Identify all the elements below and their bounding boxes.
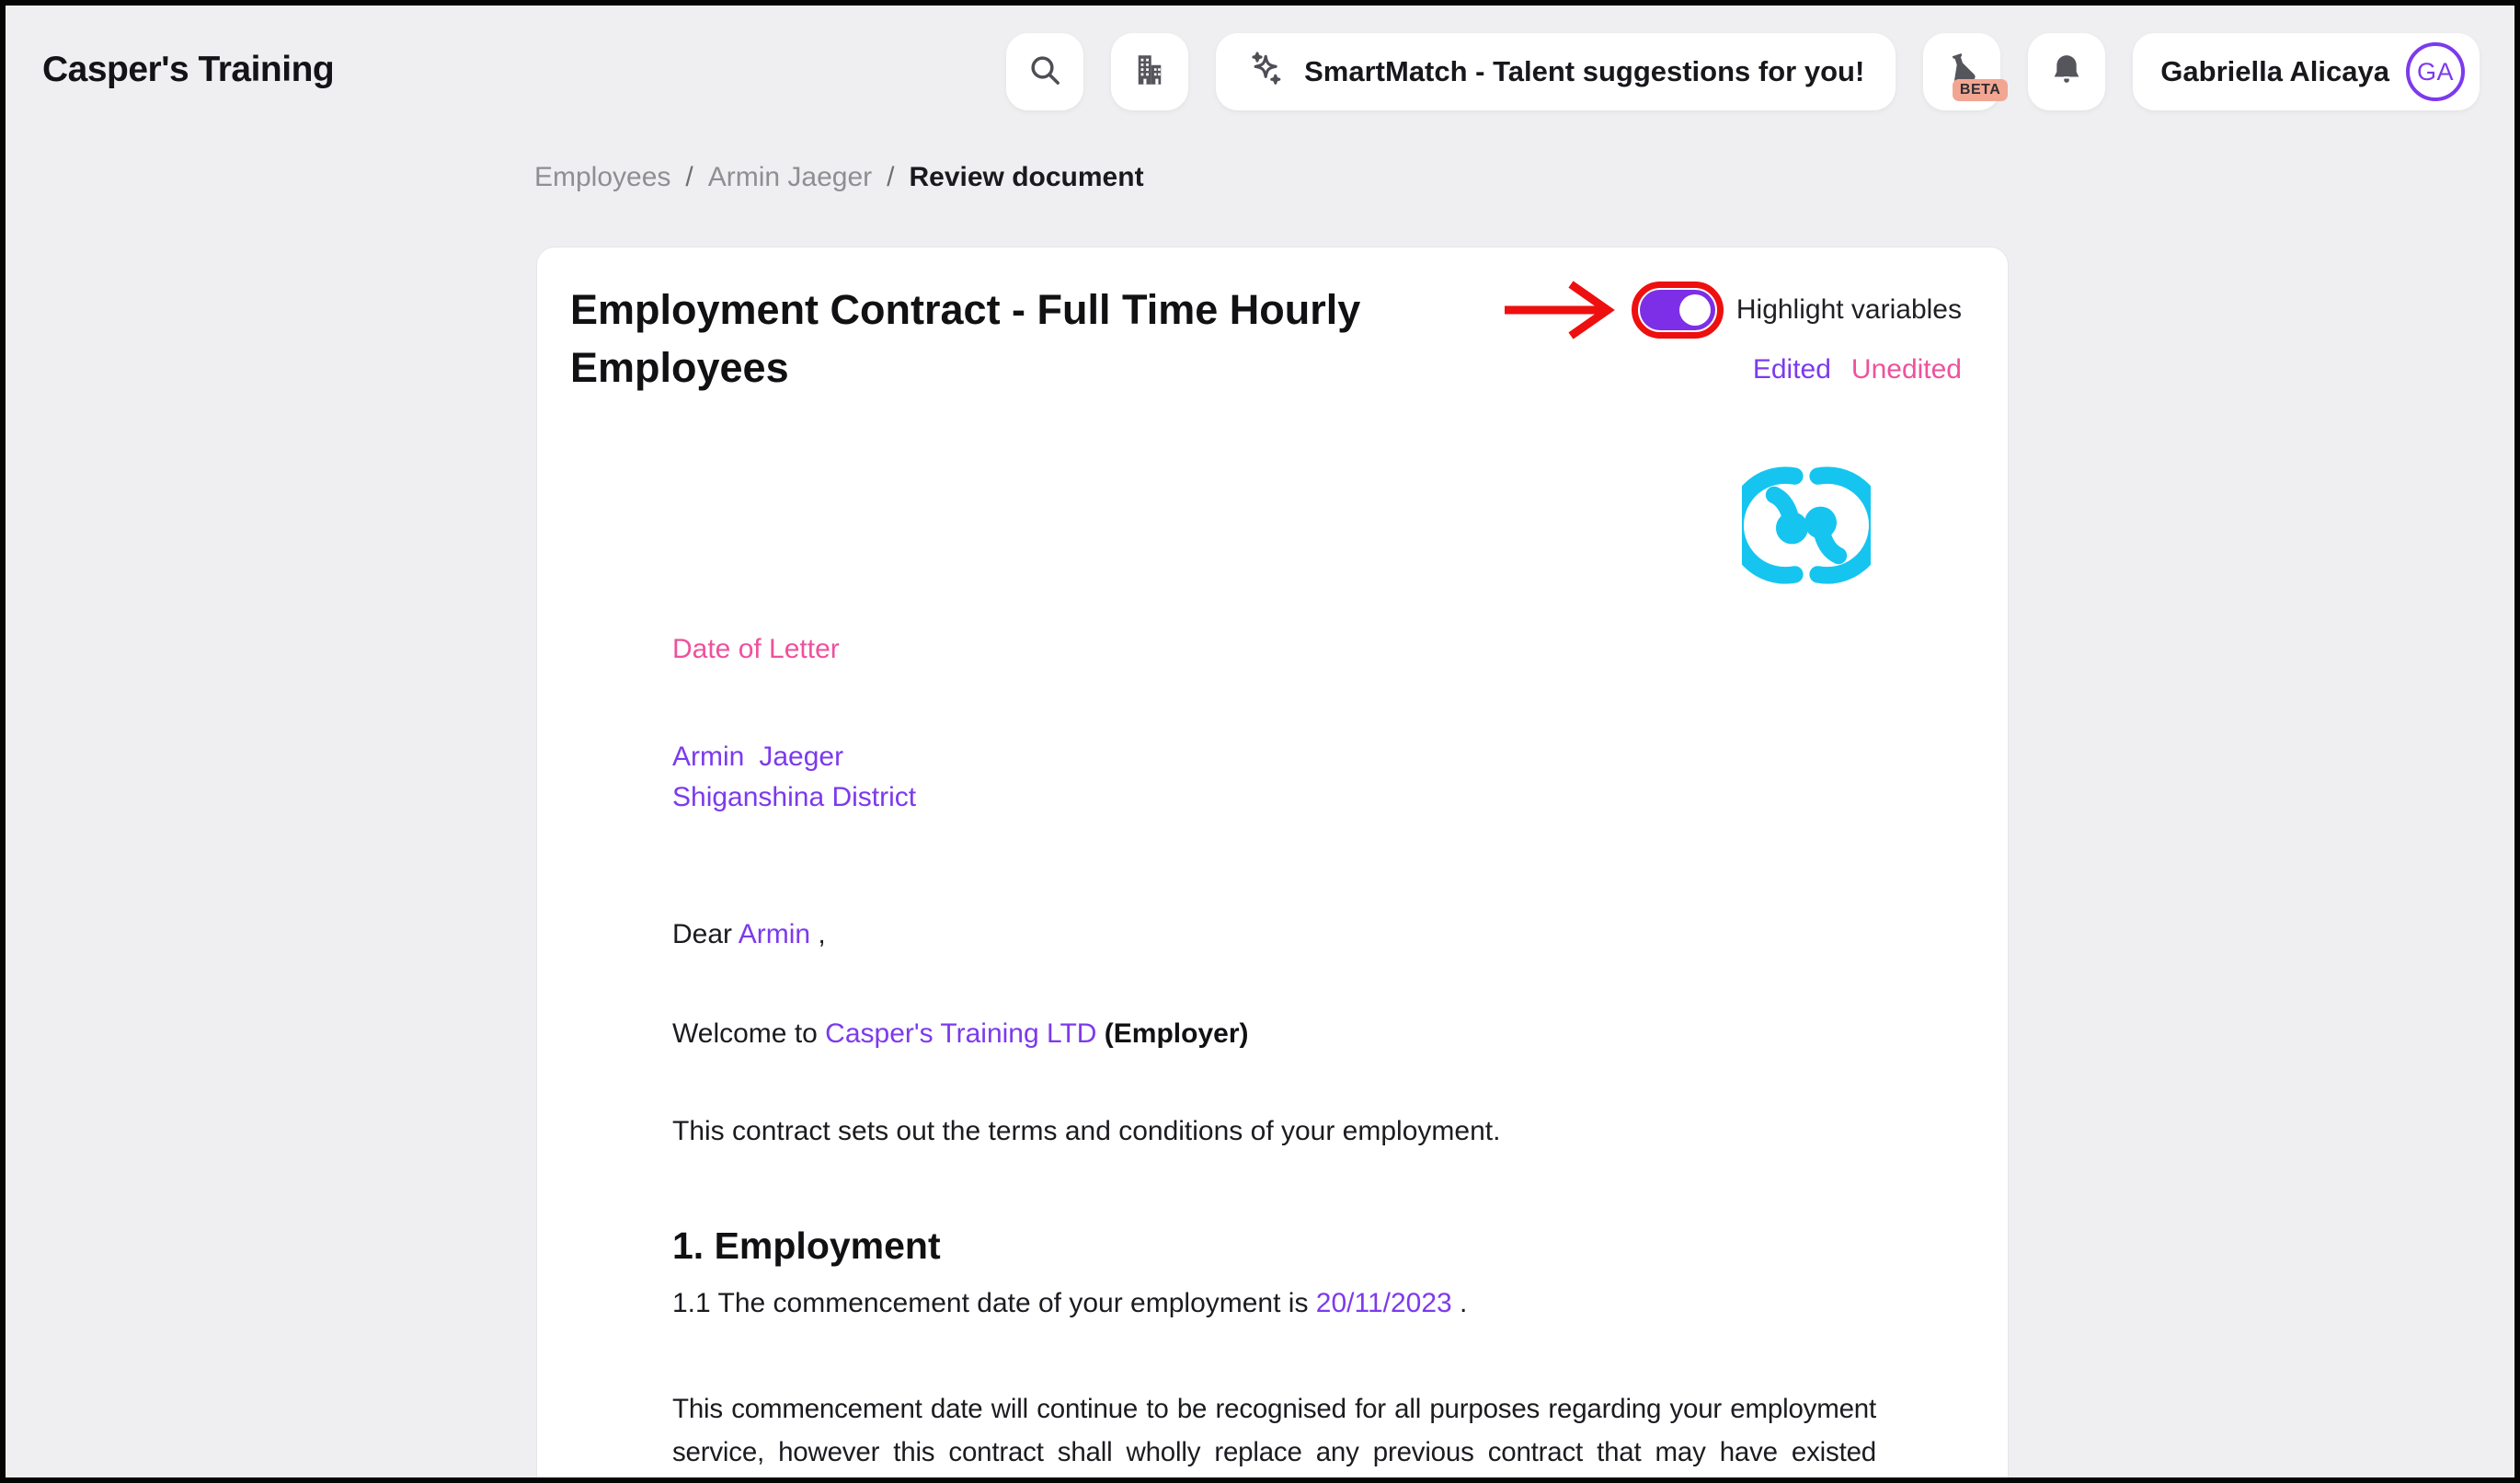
salutation-line: Dear Armin ,	[672, 919, 1876, 950]
annotation-arrow-icon	[1504, 281, 1615, 339]
beta-badge: BETA	[1952, 79, 2009, 101]
topbar-actions: SmartMatch - Talent suggestions for you!…	[1006, 33, 2480, 110]
breadcrumb-separator: /	[685, 162, 693, 192]
toggle-knob	[1678, 294, 1711, 326]
salutation-suffix: ,	[810, 919, 826, 949]
smartmatch-button[interactable]: SmartMatch - Talent suggestions for you!	[1216, 33, 1896, 110]
labs-button[interactable]: BETA	[1923, 33, 2009, 110]
breadcrumb-current: Review document	[909, 162, 1144, 192]
salutation-prefix: Dear	[672, 919, 739, 949]
recipient-address-block: Armin Jaeger Shiganshina District	[672, 737, 1876, 818]
commencement-paragraph: This commencement date will continue to …	[672, 1387, 1876, 1477]
intro-line: This contract sets out the terms and con…	[672, 1116, 1501, 1146]
employer-emphasis: (Employer)	[1096, 1018, 1249, 1049]
commencement-date-variable[interactable]: 20/11/2023	[1315, 1288, 1452, 1318]
salutation-name-variable[interactable]: Armin	[738, 919, 811, 949]
recipient-first-name-variable[interactable]: Armin	[672, 742, 745, 772]
company-logo-icon	[1742, 466, 1871, 584]
clause-prefix: 1.1 The commencement date of your employ…	[672, 1288, 1316, 1318]
paragraph-text: This commencement date will continue to …	[672, 1394, 1876, 1467]
top-bar: Casper's Training	[6, 6, 2514, 136]
highlight-toggle-row: Highlight variables	[1501, 281, 1962, 339]
user-avatar: GA	[2406, 42, 2465, 101]
section-1-heading: 1. Employment	[672, 1224, 941, 1267]
highlight-variables-toggle[interactable]	[1639, 290, 1715, 330]
breadcrumb-separator: /	[887, 162, 895, 192]
legend-edited: Edited	[1752, 354, 1831, 385]
bell-icon	[2048, 52, 2085, 93]
variables-legend: Edited Unedited	[1753, 354, 1962, 385]
recipient-name-line: Armin Jaeger	[672, 737, 1876, 777]
notifications-button[interactable]	[2028, 33, 2106, 110]
highlight-variables-label: Highlight variables	[1735, 294, 1962, 325]
breadcrumb-employees[interactable]: Employees	[534, 162, 671, 192]
app-title: Casper's Training	[42, 50, 335, 89]
recipient-address-variable[interactable]: Shiganshina District	[672, 782, 917, 812]
smartmatch-label: SmartMatch - Talent suggestions for you!	[1304, 55, 1865, 87]
recipient-last-name-variable[interactable]: Jaeger	[759, 742, 844, 772]
flask-icon	[1942, 50, 1982, 95]
clause-suffix: .	[1451, 1288, 1468, 1318]
contract-letter: Date of Letter Armin Jaeger Shiganshina D…	[672, 463, 1876, 1477]
document-card-header: Employment Contract - Full Time Hourly E…	[537, 247, 2008, 397]
document-controls: Highlight variables Edited Unedited	[1501, 281, 1962, 385]
user-menu-button[interactable]: Gabriella Alicaya GA	[2133, 33, 2480, 110]
search-icon	[1026, 52, 1063, 93]
search-button[interactable]	[1006, 33, 1084, 110]
company-button[interactable]	[1111, 33, 1189, 110]
clause-1-1: 1.1 The commencement date of your employ…	[672, 1288, 1876, 1319]
company-name-variable[interactable]: Casper's Training LTD	[825, 1018, 1097, 1049]
breadcrumb: Employees / Armin Jaeger / Review docume…	[534, 162, 1144, 193]
welcome-prefix: Welcome to	[672, 1018, 826, 1049]
document-title: Employment Contract - Full Time Hourly E…	[570, 286, 1361, 391]
welcome-line: Welcome to Casper's Training LTD (Employ…	[672, 1018, 1876, 1050]
annotation-ring	[1631, 282, 1724, 339]
date-of-letter-variable[interactable]: Date of Letter	[672, 634, 840, 664]
document-card: Employment Contract - Full Time Hourly E…	[536, 247, 2009, 1477]
legend-unedited: Unedited	[1850, 354, 1962, 385]
buildings-icon	[1130, 51, 1169, 94]
company-logo-row	[672, 463, 1876, 588]
user-name: Gabriella Alicaya	[2160, 55, 2389, 87]
breadcrumb-employee-name[interactable]: Armin Jaeger	[707, 162, 873, 192]
sparkles-icon	[1247, 50, 1288, 95]
